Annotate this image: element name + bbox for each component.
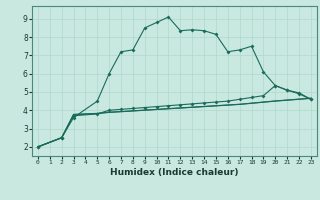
X-axis label: Humidex (Indice chaleur): Humidex (Indice chaleur) — [110, 168, 239, 177]
